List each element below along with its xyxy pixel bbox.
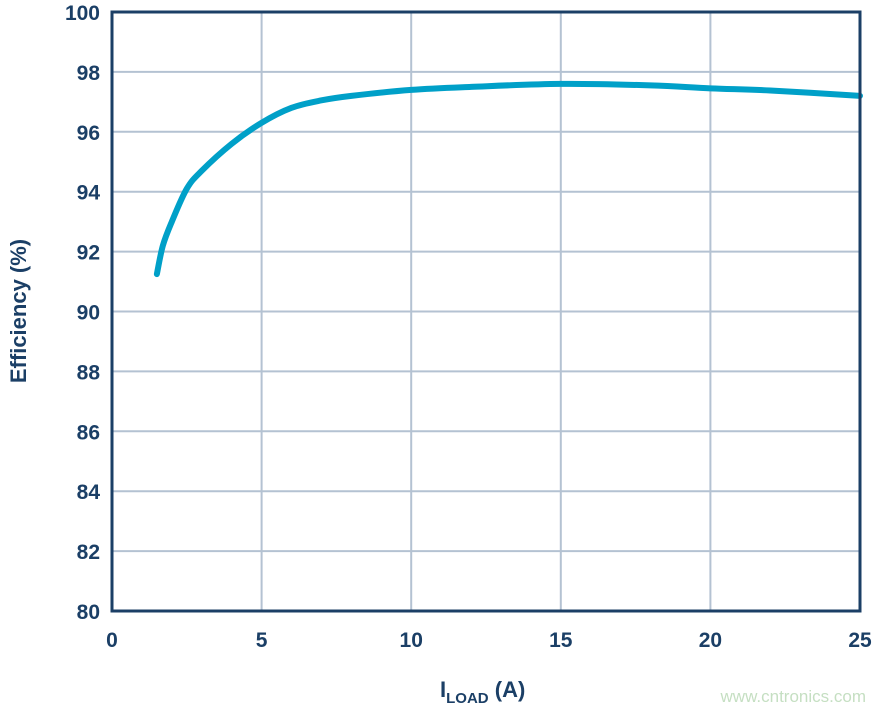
y-axis-label: Efficiency (%): [6, 239, 31, 383]
x-tick-label: 5: [256, 629, 268, 652]
y-tick-label: 90: [77, 302, 100, 325]
y-tick-label: 88: [77, 361, 101, 384]
x-axis-label-subscript: LOAD: [446, 690, 489, 707]
tick-labels: 0 5 10 15 20 25 80 82 84 86 88 90 92 94 96 98 100: [65, 2, 872, 652]
y-tick-label: 100: [65, 2, 100, 25]
x-tick-label: 25: [848, 629, 872, 652]
efficiency-curve: [153, 80, 863, 278]
x-axis-label-main: I: [440, 677, 446, 702]
y-tick-label: 82: [77, 541, 100, 564]
y-tick-label: 80: [77, 601, 100, 624]
y-tick-label: 94: [77, 182, 101, 205]
x-axis-label: ILOAD (A): [440, 677, 525, 707]
y-tick-label: 92: [77, 242, 100, 265]
x-axis-label-unit: (A): [489, 677, 526, 702]
grid: [111, 11, 861, 612]
y-tick-label: 86: [77, 421, 100, 444]
y-tick-label: 98: [77, 62, 101, 85]
watermark: www.cntronics.com: [720, 687, 866, 706]
y-tick-label: 96: [77, 122, 100, 145]
x-tick-label: 0: [106, 629, 118, 652]
series: [153, 80, 863, 278]
plot-frame: [110, 10, 862, 613]
x-tick-label: 10: [400, 629, 423, 652]
x-tick-label: 15: [549, 629, 573, 652]
x-tick-label: 20: [699, 629, 722, 652]
y-tick-label: 84: [77, 481, 101, 504]
